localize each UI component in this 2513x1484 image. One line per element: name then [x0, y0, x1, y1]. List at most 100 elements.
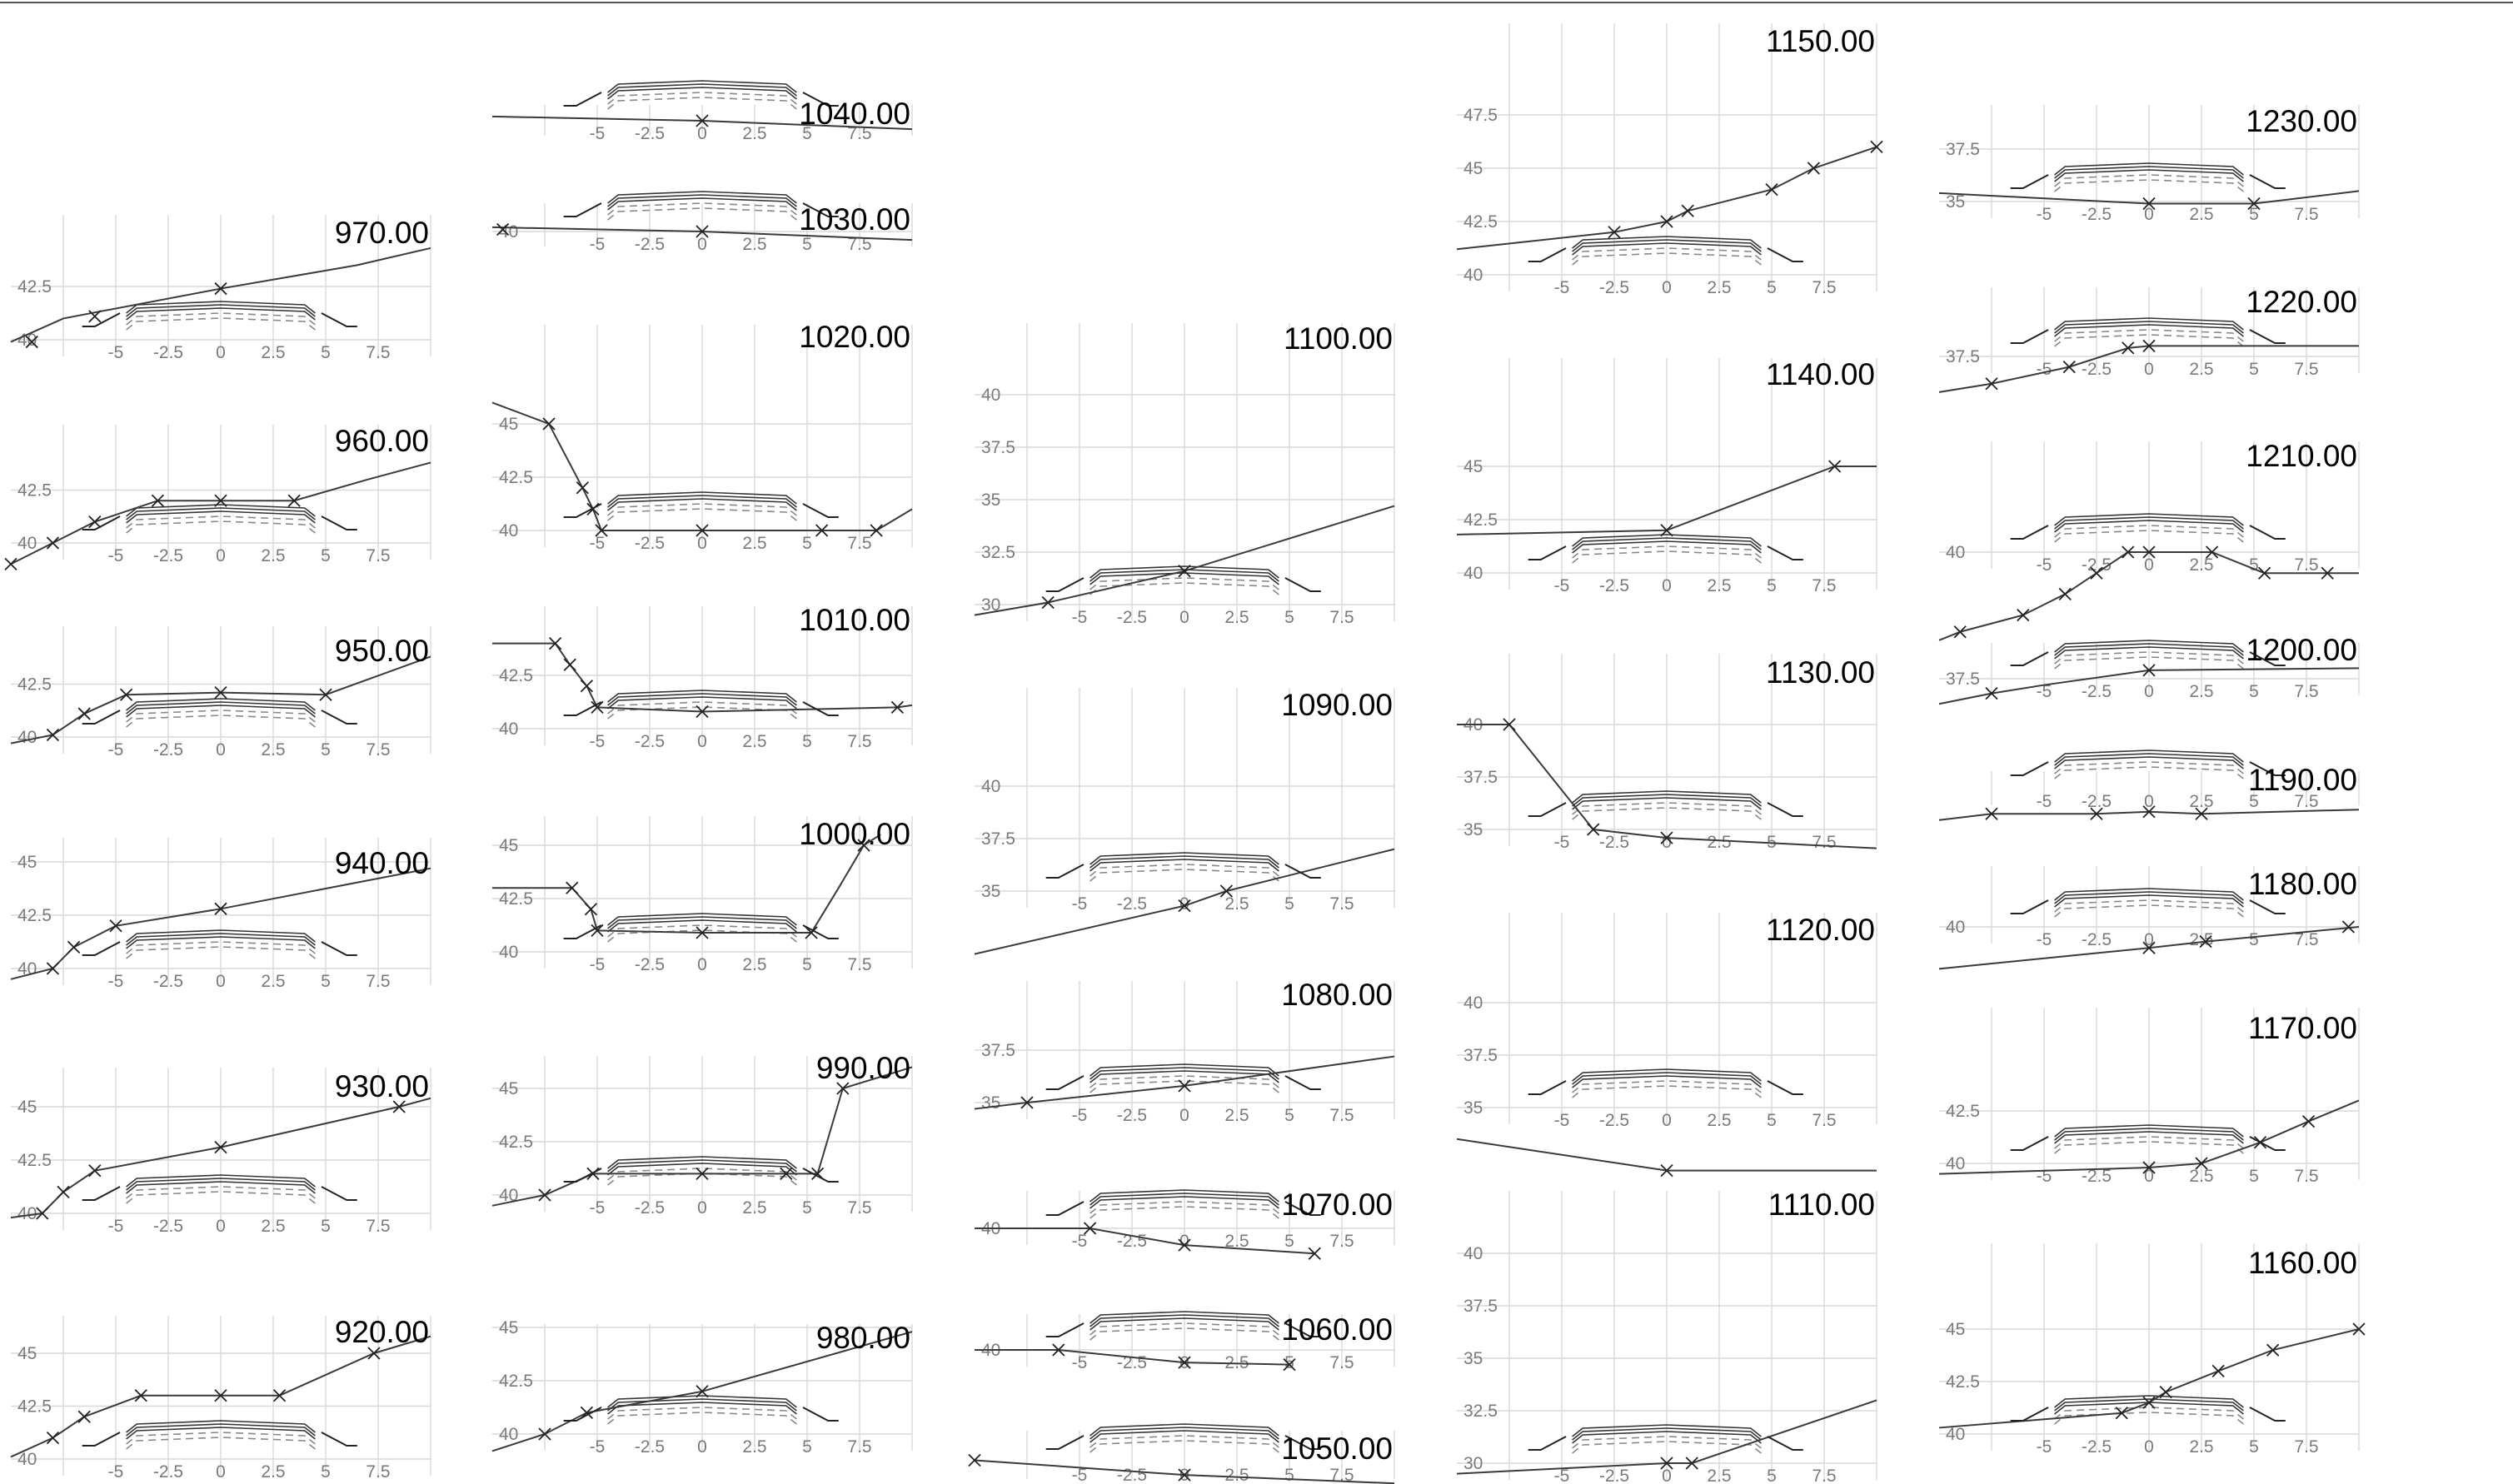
- pavement-top-line: [2054, 888, 2244, 901]
- x-tick-label: -5: [1072, 1232, 1088, 1251]
- right-ditch-line: [802, 1168, 839, 1183]
- pavement-top-line: [1572, 236, 1762, 249]
- x-tick-label: -5: [108, 972, 124, 991]
- y-tick-label: 40: [499, 943, 518, 962]
- y-tick-label: 40: [1946, 1154, 1965, 1173]
- survey-point-marker: [2266, 1343, 2280, 1357]
- survey-point-marker: [1681, 204, 1694, 217]
- x-tick-label: -2.5: [635, 235, 665, 254]
- y-tick-label: 40: [17, 1450, 37, 1469]
- x-tick-label: 0: [1179, 1106, 1189, 1125]
- pavement-layer-line: [1089, 1430, 1279, 1443]
- x-tick-label: 5: [2249, 205, 2259, 224]
- survey-point-marker: [214, 1389, 227, 1402]
- right-ditch-line: [802, 924, 839, 939]
- survey-point-marker: [46, 728, 60, 742]
- x-tick-label: -5: [2037, 1167, 2052, 1186]
- x-tick-label: 7.5: [2294, 205, 2318, 224]
- x-tick-label: 5: [321, 1462, 331, 1482]
- pavement-layer-line: [607, 87, 797, 100]
- x-tick-label: 7.5: [847, 732, 871, 751]
- x-tick-label: 0: [216, 972, 226, 991]
- y-tick-label: 42.5: [17, 906, 52, 925]
- survey-point-marker: [538, 1188, 551, 1202]
- station-label: 1010.00: [799, 603, 910, 637]
- survey-point-marker: [1870, 140, 1883, 154]
- survey-point-marker: [2062, 360, 2076, 374]
- terrain-profile-line: [10, 867, 431, 980]
- left-ditch-line: [2010, 1407, 2049, 1422]
- x-tick-label: 2.5: [742, 124, 766, 143]
- pavement-layer-line: [2054, 516, 2244, 530]
- left-ditch-line: [1045, 864, 1084, 879]
- survey-point-marker: [1083, 1222, 1097, 1235]
- left-ditch-line: [2010, 899, 2049, 914]
- x-tick-label: -2.5: [1117, 608, 1147, 627]
- survey-point-marker: [805, 926, 818, 939]
- station-label: 1160.00: [2248, 1246, 2357, 1280]
- x-tick-label: 2.5: [1224, 1232, 1249, 1251]
- survey-point-marker: [968, 1453, 981, 1467]
- y-tick-label: 37.5: [1946, 140, 1980, 159]
- cross-section-panel: -5 -2.5 0 2.5 5 7.5 37.5 1200.00: [1938, 633, 2360, 705]
- survey-point-marker: [109, 919, 122, 933]
- x-tick-label: 5: [321, 546, 331, 565]
- x-tick-label: 5: [1767, 576, 1777, 595]
- pavement-top-line: [126, 1174, 316, 1188]
- x-tick-label: 0: [216, 1217, 226, 1236]
- x-tick-label: -2.5: [635, 534, 665, 553]
- pavement-layer-line: [126, 1423, 316, 1437]
- pavement-layer-line: [2054, 1128, 2244, 1141]
- pavement-layer-line: [607, 693, 797, 706]
- x-tick-label: 5: [1284, 1466, 1294, 1484]
- survey-point-marker: [1308, 1247, 1321, 1260]
- x-tick-label: -2.5: [1599, 278, 1629, 297]
- x-tick-label: 5: [321, 740, 331, 759]
- x-tick-label: 5: [802, 124, 812, 143]
- pavement-layer-line: [2054, 520, 2244, 533]
- survey-point-marker: [1178, 1238, 1191, 1252]
- x-tick-label: 5: [1767, 1467, 1777, 1484]
- x-tick-label: -2.5: [153, 546, 183, 565]
- x-tick-label: 2.5: [742, 235, 766, 254]
- right-ditch-line: [2249, 329, 2286, 344]
- x-tick-label: -5: [1554, 576, 1570, 595]
- x-tick-label: 0: [216, 343, 226, 362]
- pavement-top-line: [126, 1420, 316, 1433]
- terrain-profile-line: [492, 642, 913, 713]
- pavement-layer-line: [2054, 1131, 2244, 1144]
- x-tick-label: 5: [2249, 1167, 2259, 1186]
- x-tick-label: 5: [1284, 608, 1294, 627]
- survey-point-marker: [2142, 339, 2156, 353]
- pavement-top-line: [607, 1156, 797, 1169]
- pavement-layer-line: [607, 1159, 797, 1173]
- cross-section-panel: -5 -2.5 0 2.5 5 7.5 40 42.5 970.00: [10, 215, 431, 362]
- x-tick-label: 2.5: [1224, 1466, 1249, 1484]
- y-tick-label: 40: [1463, 1244, 1483, 1263]
- right-ditch-line: [2249, 761, 2286, 776]
- survey-point-marker: [1660, 215, 1673, 228]
- station-label: 1130.00: [1766, 655, 1875, 690]
- pavement-layer-line: [1089, 859, 1279, 872]
- x-tick-label: -5: [590, 732, 606, 751]
- right-ditch-line: [321, 710, 357, 725]
- pavement-layer-line: [2054, 646, 2244, 660]
- survey-point-marker: [580, 1406, 594, 1420]
- survey-point-marker: [696, 524, 709, 537]
- x-tick-label: 7.5: [2294, 1167, 2318, 1186]
- x-tick-label: 7.5: [847, 1437, 871, 1457]
- y-tick-label: 42.5: [1463, 510, 1498, 530]
- y-tick-label: 32.5: [1463, 1402, 1498, 1421]
- survey-point-marker: [46, 1431, 60, 1445]
- x-tick-label: -2.5: [635, 1437, 665, 1457]
- left-ditch-line: [2010, 1136, 2049, 1151]
- x-tick-label: 2.5: [2189, 792, 2213, 811]
- left-ditch-line: [1528, 802, 1567, 817]
- pavement-top-line: [1089, 1311, 1279, 1324]
- x-tick-label: 7.5: [2294, 792, 2318, 811]
- station-label: 1210.00: [2246, 439, 2357, 473]
- survey-point-marker: [595, 524, 608, 537]
- x-tick-label: 7.5: [1329, 1106, 1354, 1125]
